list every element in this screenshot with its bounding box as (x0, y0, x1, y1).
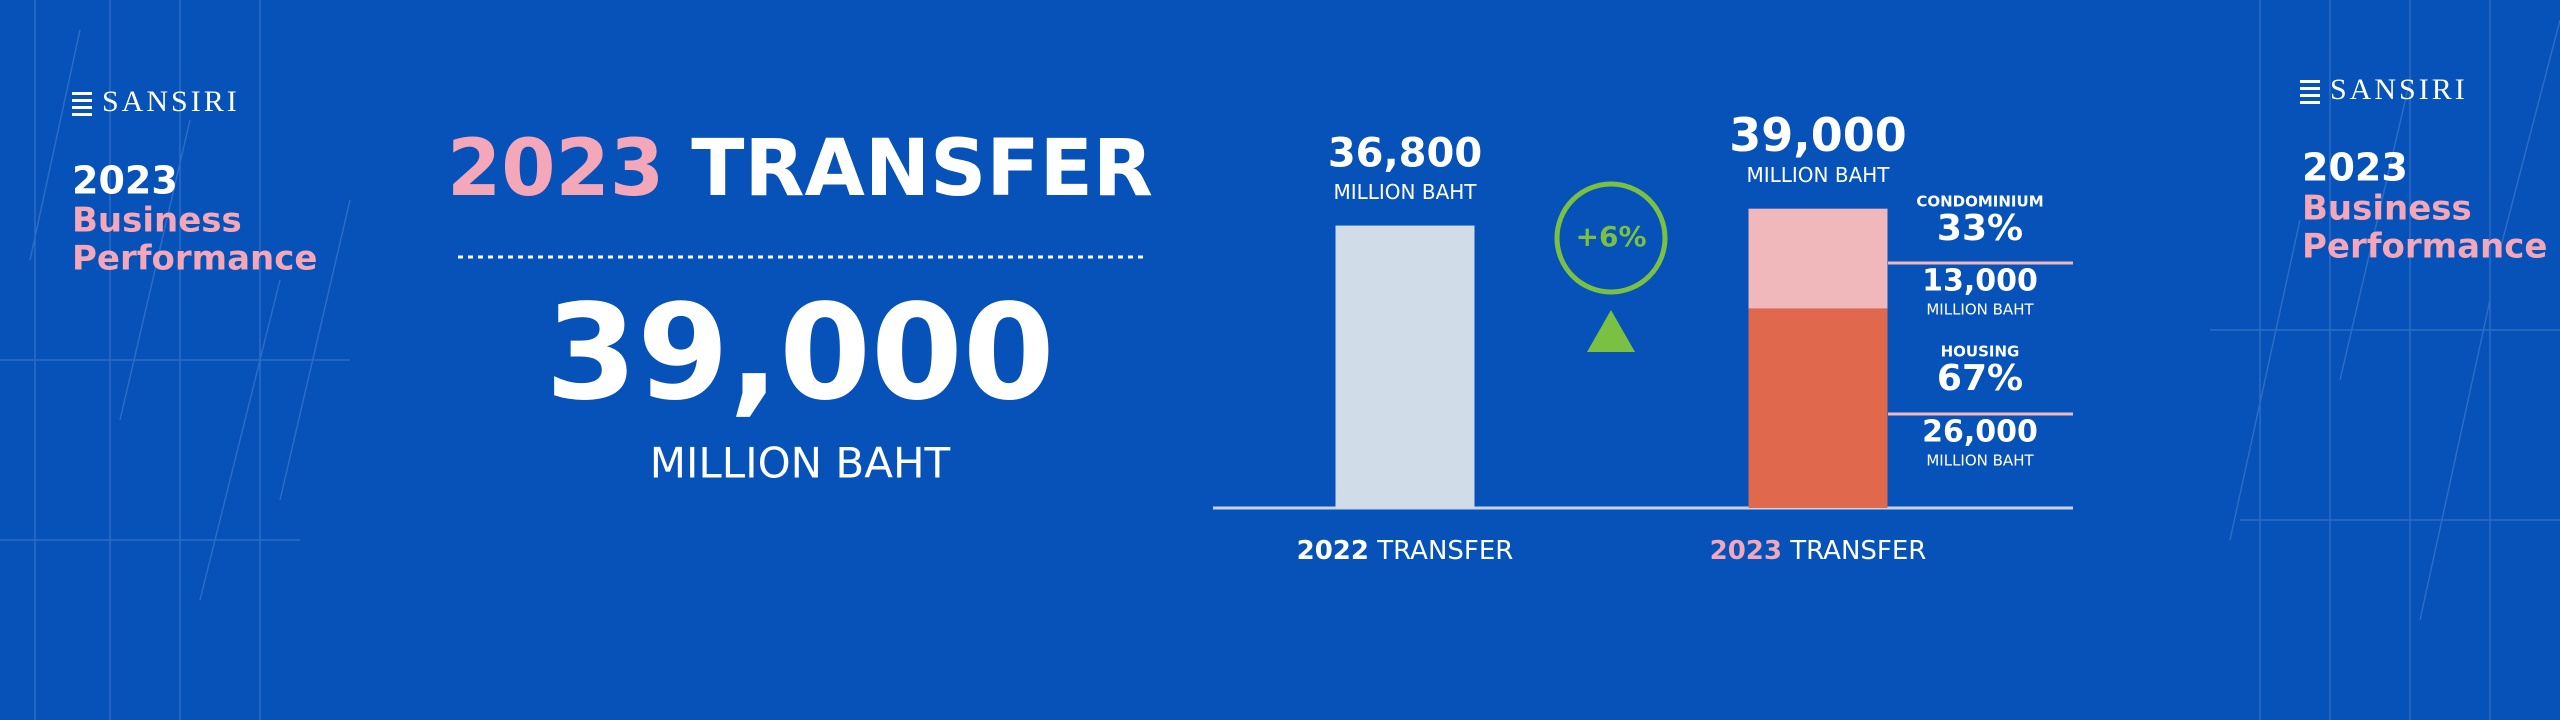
bar-segment (1748, 208, 1888, 309)
brand-line: Performance (72, 239, 317, 279)
change-badge (1554, 181, 1668, 295)
bar-segment (1335, 225, 1475, 508)
total-label: 39,000 (1729, 108, 1907, 162)
category-suffix: TRANSFER (1789, 536, 1926, 566)
segment-unit: MILLION BAHT (1926, 301, 2034, 319)
brand-line: Business (2302, 189, 2472, 229)
x-tick-label: 2023 TRANSFER (1710, 536, 1927, 566)
unit-label: MILLION BAHT (1746, 163, 1890, 187)
change-label: +6% (1576, 220, 1647, 253)
segment-unit: MILLION BAHT (1926, 452, 2034, 470)
category: 2022 (1297, 536, 1369, 566)
logo-mark (72, 92, 92, 116)
headline-year: 2023 (447, 124, 664, 214)
bar-segment (1748, 308, 1888, 508)
brand-year: 2023 (72, 159, 178, 203)
brand-line: Performance (2302, 227, 2547, 267)
segment-value: 13,000 (1922, 264, 2038, 299)
category: 2023 (1710, 536, 1782, 566)
headline-total: 39,000 (545, 276, 1054, 430)
up-arrow (1587, 310, 1635, 352)
segment-name: CONDOMINIUM (1916, 193, 2043, 211)
logo: SANSIRI (2330, 73, 2468, 106)
brand-line: Business (72, 201, 242, 241)
x-tick-label: 2022 TRANSFER (1297, 536, 1514, 566)
logo: SANSIRI (102, 85, 240, 118)
segment-share: 67% (1937, 358, 2023, 399)
unit-label: MILLION BAHT (1333, 180, 1477, 204)
category-suffix: TRANSFER (1376, 536, 1513, 566)
segment-share: 33% (1937, 208, 2023, 249)
logo-mark (2300, 80, 2320, 104)
brand-year: 2023 (2302, 146, 2408, 190)
segment-value: 26,000 (1922, 415, 2038, 450)
headline-unit: MILLION BAHT (650, 439, 951, 488)
headline-word: TRANSFER (691, 124, 1153, 214)
headline: 2023 TRANSFER (447, 124, 1153, 214)
total-label: 36,800 (1328, 131, 1482, 177)
segment-name: HOUSING (1941, 343, 2020, 361)
